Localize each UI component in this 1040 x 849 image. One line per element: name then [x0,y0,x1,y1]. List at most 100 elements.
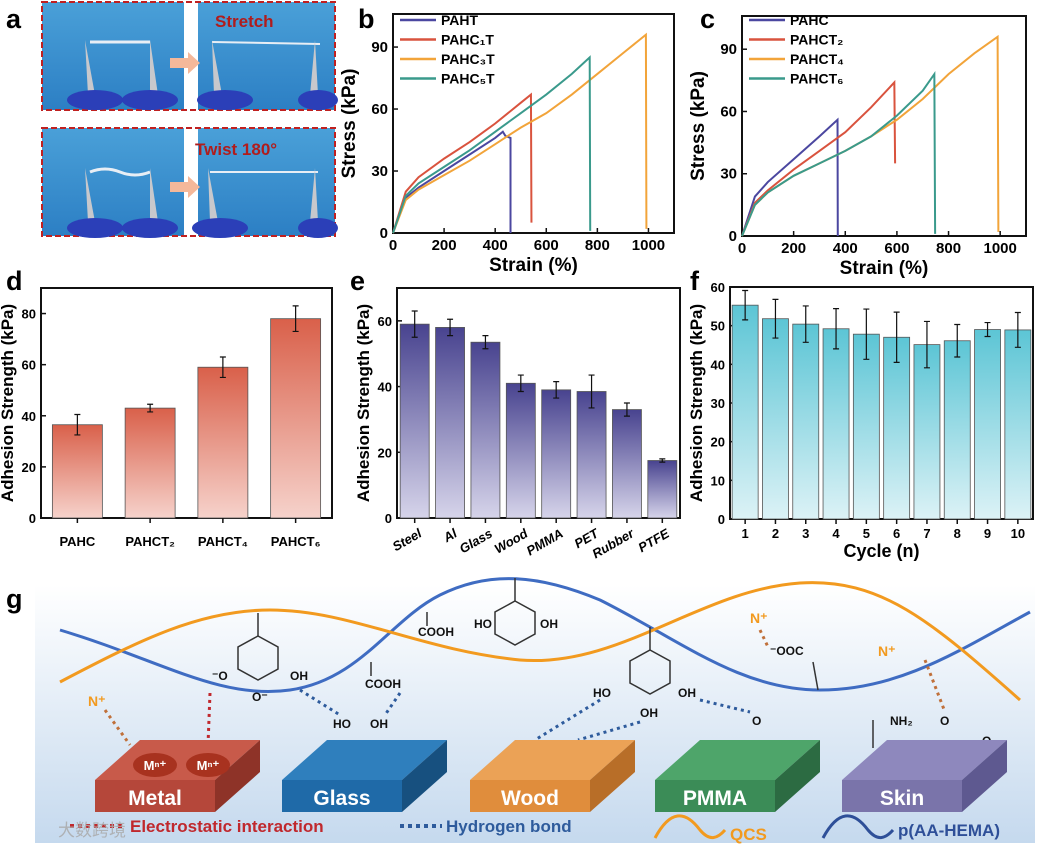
substrate-label: Glass [313,787,370,810]
panel-label-a: a [6,4,22,34]
bar [435,327,465,519]
error-bar [923,320,930,369]
stretch-photo: Stretch [41,1,338,111]
y-axis-label: Stress (kPa) [339,69,360,179]
error-bar [954,323,961,358]
series-line-0 [741,117,839,237]
x-tick-label: 2 [772,526,779,541]
y-tick-label: 0 [380,225,388,242]
error-bar [623,402,630,417]
chem-n-plus-2: N⁺ [750,610,768,626]
y-tick-label: 60 [720,103,737,120]
x-tick-label: Steel [390,525,425,554]
legend-electrostatic: Electrostatic interaction [130,817,324,836]
chem-oh-4: OH [640,706,658,720]
error-bar [893,311,900,363]
metal-ion [133,753,177,777]
bar [913,344,941,520]
y-tick-label: 60 [711,280,725,295]
substrate-wood: Wood [470,740,635,812]
substrate-label: Skin [880,787,924,810]
error-bar [588,374,595,409]
plot-frame-d [40,287,333,519]
twist-photo: Twist 180° [41,127,338,238]
x-axis-label: Strain (%) [840,258,929,279]
y-axis-label: Adhesion Strength (kPa) [354,304,373,502]
x-tick-label: 4 [832,526,840,541]
panel-label-f: f [690,266,700,296]
panel-label-g: g [6,584,23,614]
bar [124,407,176,519]
panel-label-d: d [6,266,23,296]
x-tick-label: 0 [738,240,746,257]
bar [883,336,911,520]
x-axis-label: Strain (%) [489,255,578,276]
substrate-label: Wood [501,787,559,810]
x-tick-label: 6 [893,526,900,541]
panel-label-e: e [350,266,365,296]
y-tick-label: 60 [378,314,392,329]
error-bar [833,308,840,350]
chart-c: 0 30 60 90 Stress (kPa) 0 200 400 600 800 1000 Stra… [688,12,1027,279]
bar [197,366,249,519]
watermark: 大数跨境 [58,821,126,840]
x-tick-label: 0 [389,237,397,254]
x-tick-label: 1000 [632,237,665,254]
y-tick-label: 90 [371,39,388,56]
substrate-label: Metal [128,787,182,810]
qcs-chain [59,581,1021,702]
chart-d: 0 20 40 60 80 Adhesion Strength (kPa) PAHC PAHC… [0,287,333,549]
error-bar [74,413,81,436]
x-tick-label: 800 [936,240,961,257]
x-tick-label: 200 [781,240,806,257]
bar [470,341,501,519]
error-bar [984,321,991,338]
error-bar [517,374,524,393]
bar [399,323,430,519]
chem-ho-2: HO [474,617,492,631]
chem-oh-glass: OH [370,717,388,731]
chem-o-minus: O⁻ [252,690,268,704]
error-bar [742,289,749,321]
legend-hydrogen-bond: Hydrogen bond [446,817,572,836]
legend-paa-hema: p(AA-HEMA) [898,821,1000,840]
y-tick-label: 90 [720,41,737,58]
y-tick-label: 40 [711,357,725,372]
y-tick-label: 60 [371,101,388,118]
legend-label: PAHCT₄ [790,51,844,67]
twist-label: Twist 180° [195,140,277,159]
x-tick-label: PAHC [59,534,95,549]
legend-label: PAHC₃T [441,51,495,67]
metal-ion-label: Mⁿ⁺ [144,758,167,773]
chem-oh: OH [290,669,308,683]
x-tick-label: 9 [984,526,991,541]
paa-chain [59,577,1031,694]
error-bar [772,298,779,339]
y-tick-label: 40 [378,380,392,395]
bar [731,304,759,520]
bar [612,409,642,519]
substrate-pmma: PMMA [655,740,820,812]
y-tick-label: 30 [371,163,388,180]
bar [51,424,103,519]
series-line-3 [392,55,592,234]
plot-frame-b [392,13,675,234]
y-axis-label: Stress (kPa) [688,71,709,181]
substrate-skin: Skin [842,740,1007,812]
y-tick-label: 30 [720,166,737,183]
bar [270,318,322,519]
error-bar [659,458,666,463]
series-line-2 [392,32,648,234]
bar [852,333,880,520]
y-tick-label: 60 [22,358,36,373]
series-line-1 [741,79,897,237]
x-tick-label: Wood [492,525,531,556]
y-tick-label: 0 [29,511,36,526]
chem-ho-3: HO [593,686,611,700]
error-bar [219,356,226,379]
y-axis-label: Adhesion Strength (kPa) [0,304,17,502]
plot-frame-e [396,287,681,519]
x-tick-label: 5 [863,526,870,541]
x-tick-label: Glass [457,526,495,557]
